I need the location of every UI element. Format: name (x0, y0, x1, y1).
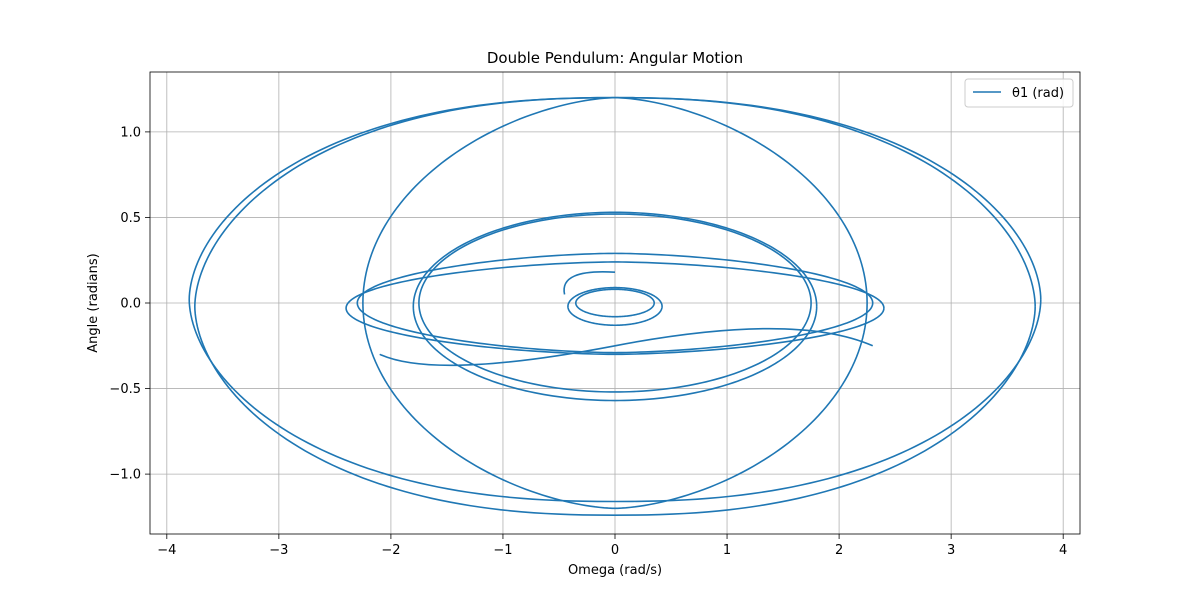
y-tick-label: −1.0 (109, 468, 141, 483)
series-loop (567, 286, 663, 327)
series-loop (356, 252, 874, 354)
plot-area (188, 96, 1042, 516)
x-tick-label: −4 (157, 543, 176, 558)
ticks: −4 −3 −2 −1 0 1 2 3 4 −1.0 −0.5 0.0 0.5 1.0 (109, 125, 1067, 558)
series-loop (362, 96, 868, 510)
chart-title: Double Pendulum: Angular Motion (487, 49, 743, 67)
x-tick-label: 1 (723, 543, 731, 558)
series-layer (188, 96, 1042, 516)
y-tick-label: 1.0 (120, 125, 141, 140)
y-tick-label: 0.5 (120, 211, 141, 226)
x-tick-label: −3 (269, 543, 288, 558)
series-loop (412, 211, 818, 402)
x-tick-label: −2 (381, 543, 400, 558)
legend-label: θ1 (rad) (1012, 86, 1064, 101)
series-loop (574, 288, 656, 318)
grid (150, 72, 1080, 534)
x-tick-label: 2 (835, 543, 843, 558)
x-tick-label: 3 (947, 543, 955, 558)
y-tick-label: −0.5 (109, 382, 141, 397)
x-axis-label: Omega (rad/s) (568, 563, 662, 578)
legend-box (964, 78, 1074, 108)
series-start-strand (563, 270, 616, 295)
y-tick-label: 0.0 (120, 297, 141, 312)
x-tick-label: −1 (493, 543, 512, 558)
series-loop (188, 96, 1042, 503)
x-tick-label: 0 (611, 543, 619, 558)
series-loop (194, 96, 1036, 516)
series-loop (345, 261, 885, 356)
series-loop (418, 213, 812, 393)
x-tick-label: 4 (1059, 543, 1067, 558)
series-end-strand (379, 327, 874, 367)
y-axis-label: Angle (radians) (86, 253, 101, 352)
legend: θ1 (rad) (964, 78, 1074, 108)
